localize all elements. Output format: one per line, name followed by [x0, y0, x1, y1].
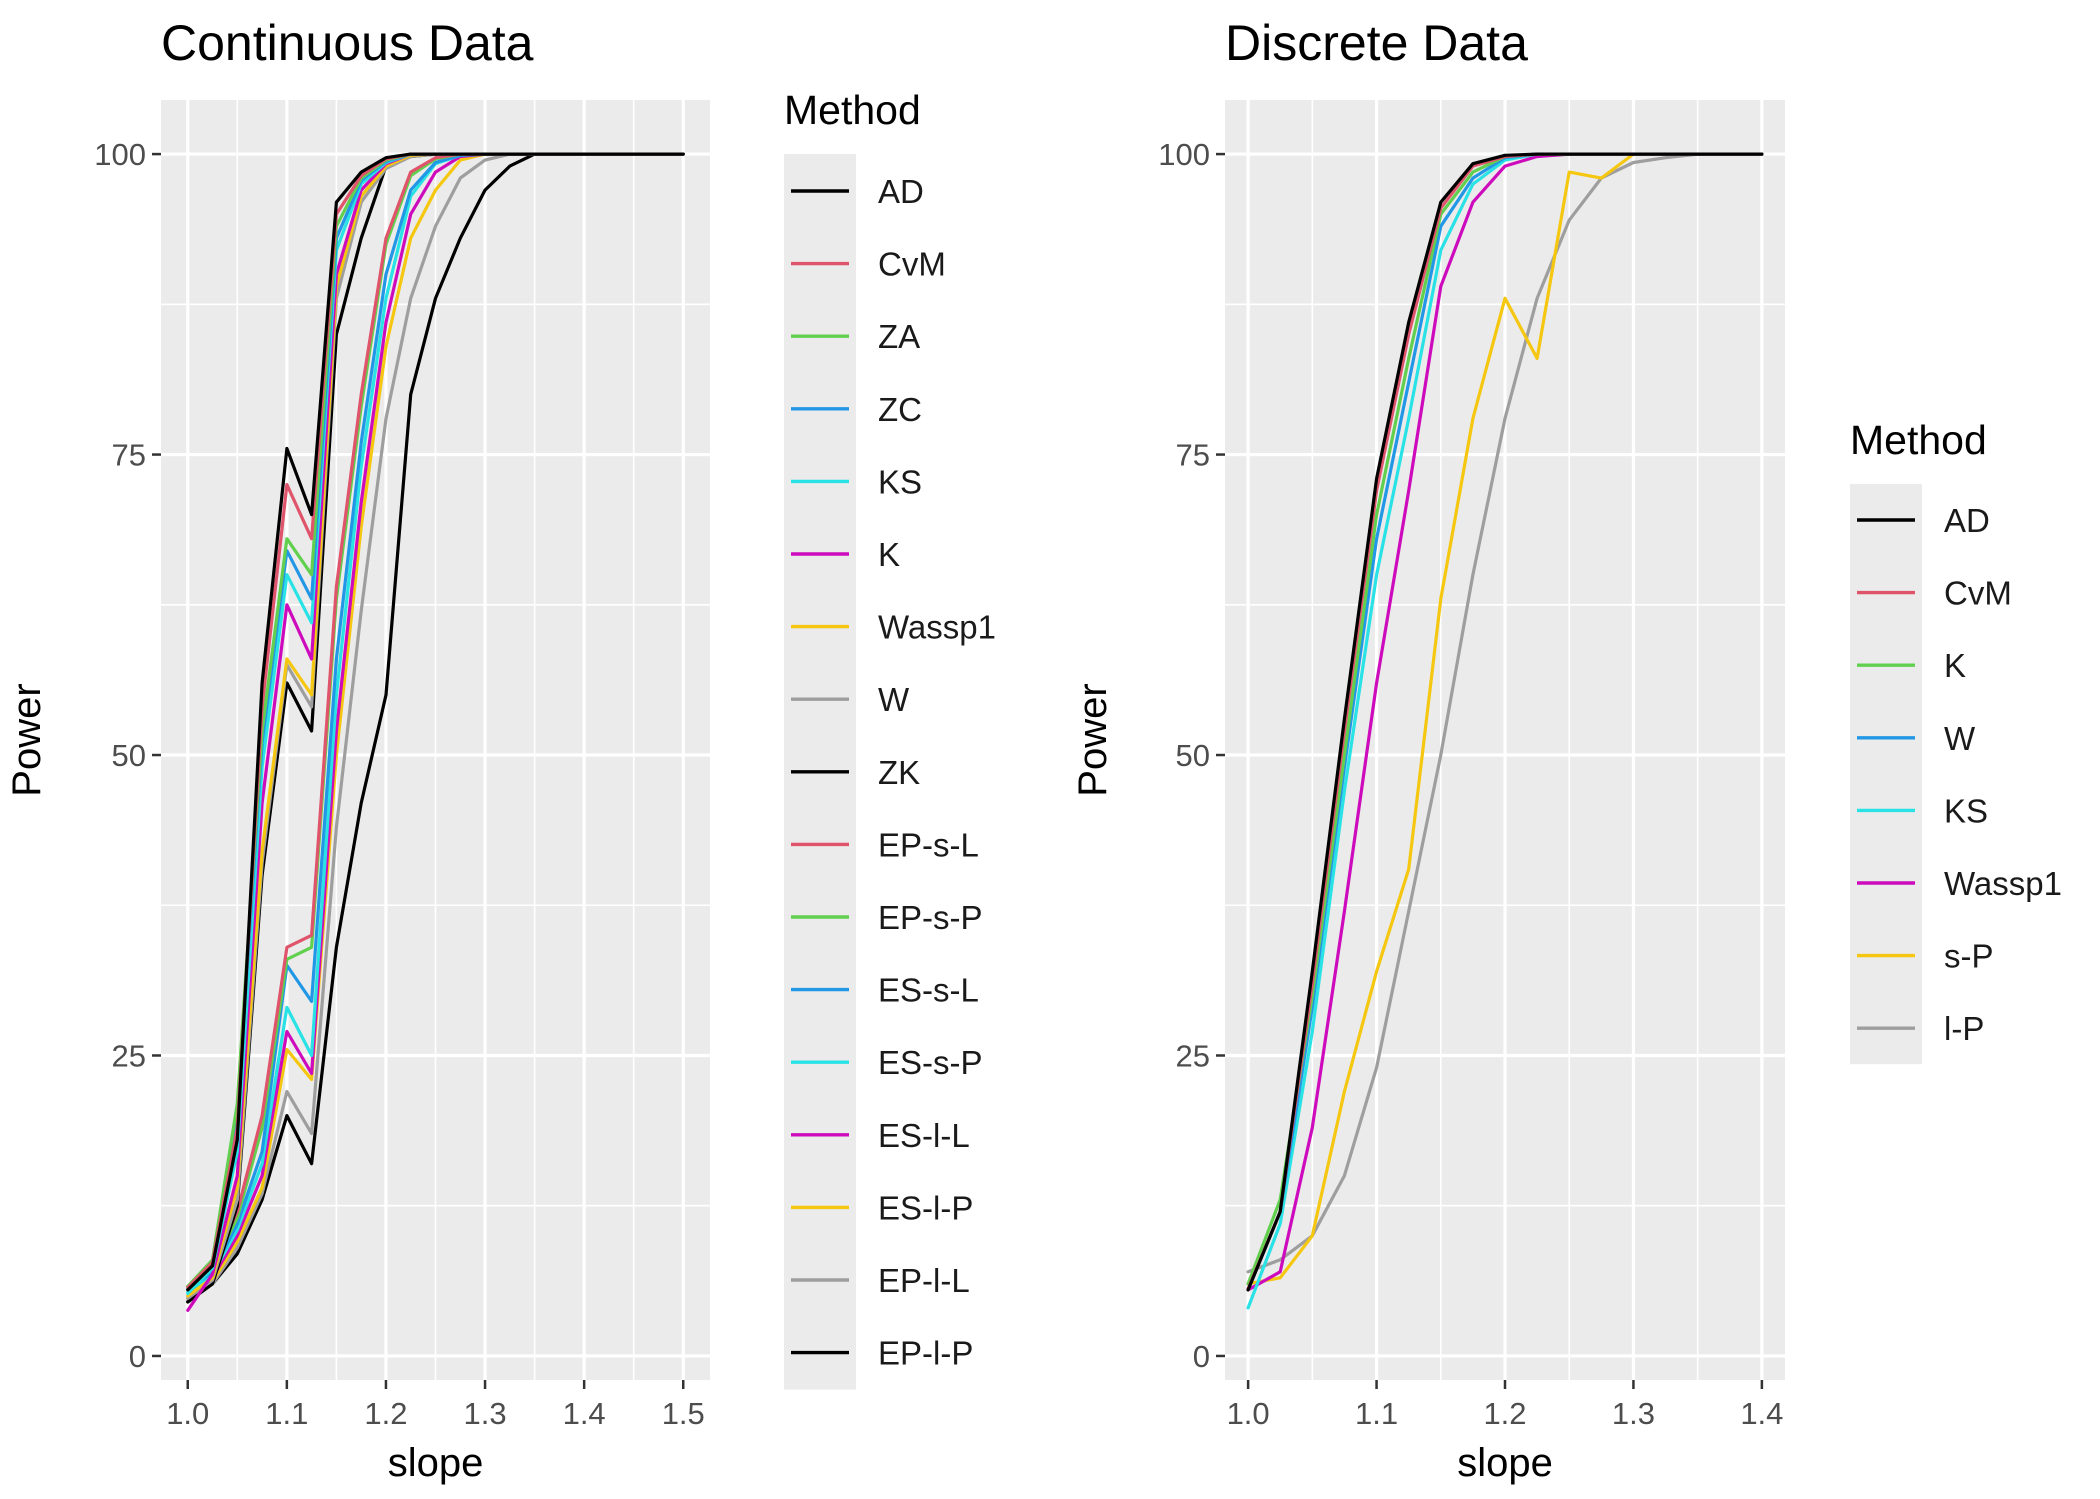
chart1-legend-label-W: W: [878, 681, 910, 718]
chart2-legend-label-CvM: CvM: [1944, 575, 2012, 612]
chart1-legend-label-ES-l-P: ES-l-P: [878, 1189, 973, 1226]
chart2-y-tick-label: 100: [1158, 137, 1210, 172]
chart1: Continuous Data 1.0 1.1 1.2 1.3 1.4 1.5 0 25 50 75…: [5, 15, 996, 1485]
chart2-legend-label-K: K: [1944, 647, 1966, 684]
chart1-legend-label-ES-s-L: ES-s-L: [878, 972, 979, 1009]
chart1-title: Continuous Data: [161, 15, 534, 71]
chart1-y-axis-title: Power: [5, 683, 49, 796]
chart1-legend: Method AD CvM ZA ZC KS K Wassp1 W ZK EP-s-L EP-s-P E…: [784, 87, 996, 1390]
chart2-x-axis-title: slope: [1457, 1441, 1553, 1485]
chart1-legend-label-EP-s-P: EP-s-P: [878, 899, 983, 936]
chart2-x-tick-label: 1.0: [1227, 1396, 1270, 1431]
chart1-legend-label-ZC: ZC: [878, 391, 922, 428]
chart1-x-tick-label: 1.5: [662, 1396, 705, 1431]
chart1-legend-label-EP-s-L: EP-s-L: [878, 826, 979, 863]
chart2-legend-label-KS: KS: [1944, 792, 1988, 829]
chart1-x-axis-title: slope: [388, 1441, 484, 1485]
chart1-legend-label-ES-s-P: ES-s-P: [878, 1044, 983, 1081]
chart1-legend-label-Wassp1: Wassp1: [878, 609, 996, 646]
chart1-y-tick-label: 100: [94, 137, 146, 172]
chart2-legend-label-l-P: l-P: [1944, 1010, 1984, 1047]
chart2-series-l-P: [1246, 152, 1764, 1274]
chart2-legend-label-s-P: s-P: [1944, 938, 1994, 975]
chart2-legend-key-background: [1850, 484, 1922, 1065]
chart1-legend-label-AD: AD: [878, 173, 924, 210]
chart1-y-tick-label: 25: [112, 1038, 146, 1073]
chart1-legend-label-EP-l-L: EP-l-L: [878, 1262, 970, 1299]
chart1-legend-title: Method: [784, 87, 921, 133]
chart2-x-tick-label: 1.2: [1483, 1396, 1526, 1431]
chart2-y-axis-title: Power: [1071, 683, 1115, 796]
chart1-y-tick-label: 75: [112, 438, 146, 473]
chart1-x-tick-label: 1.1: [265, 1396, 308, 1431]
chart1-series-AD: [186, 152, 685, 1292]
chart1-series-group: [186, 152, 685, 1312]
chart2-y-tick-label: 25: [1176, 1038, 1210, 1073]
chart2-y-tick-label: 75: [1176, 438, 1210, 473]
chart2-legend-label-Wassp1: Wassp1: [1944, 865, 2062, 902]
chart2-series-AD: [1246, 152, 1764, 1292]
chart2-title: Discrete Data: [1225, 15, 1528, 71]
chart1-y-tick-label: 50: [112, 738, 146, 773]
chart2-y-tick-label: 0: [1193, 1339, 1210, 1374]
chart1-legend-label-CvM: CvM: [878, 246, 946, 283]
chart2-x-tick-label: 1.1: [1355, 1396, 1398, 1431]
charts-root: Continuous Data 1.0 1.1 1.2 1.3 1.4 1.5 0 25 50 75…: [5, 15, 2062, 1485]
chart1-legend-label-K: K: [878, 536, 900, 573]
chart1-legend-label-ZK: ZK: [878, 754, 920, 791]
chart1-legend-label-EP-l-P: EP-l-P: [878, 1335, 973, 1372]
chart1-x-tick-label: 1.4: [563, 1396, 606, 1431]
chart1-legend-label-ES-l-L: ES-l-L: [878, 1117, 970, 1154]
chart1-legend-label-ZA: ZA: [878, 318, 920, 355]
chart2-legend-title: Method: [1850, 417, 1987, 463]
chart1-x-tick-label: 1.2: [364, 1396, 407, 1431]
chart1-x-tick-label: 1.0: [166, 1396, 209, 1431]
chart2-series-group: [1246, 152, 1764, 1310]
chart1-y-tick-label: 0: [129, 1339, 146, 1374]
chart2-x-tick-label: 1.3: [1612, 1396, 1655, 1431]
chart2: Discrete Data 1.0 1.1 1.2 1.3 1.4 0 25 50 75 100 sl…: [1071, 15, 2062, 1485]
chart2-legend: Method AD CvM KW KS Wassp1 s-P l-P: [1850, 417, 2062, 1065]
chart1-x-tick-label: 1.3: [463, 1396, 506, 1431]
chart2-legend-label-W: W: [1944, 720, 1976, 757]
chart2-legend-label-AD: AD: [1944, 502, 1990, 539]
chart2-y-tick-label: 50: [1176, 738, 1210, 773]
chart1-legend-label-KS: KS: [878, 463, 922, 500]
chart2-x-tick-label: 1.4: [1740, 1396, 1783, 1431]
